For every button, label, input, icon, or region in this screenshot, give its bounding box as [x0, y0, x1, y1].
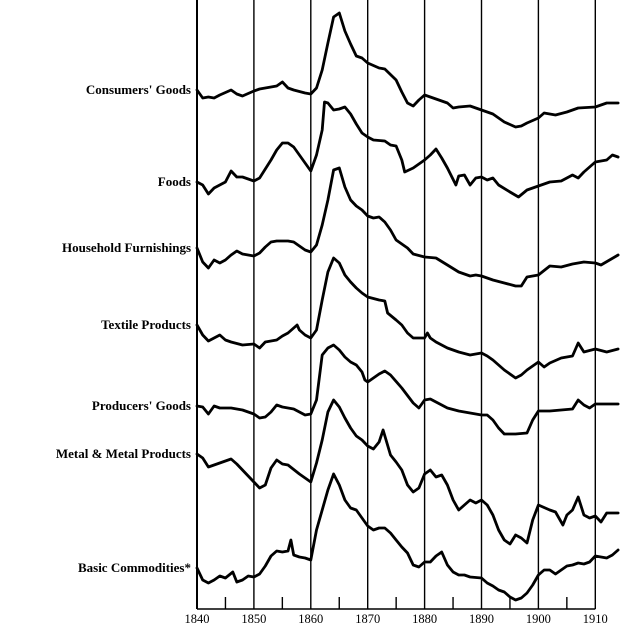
series-lines [195, 11, 620, 602]
series-label: Consumers' Goods [86, 82, 191, 97]
x-tick-label: 1870 [355, 612, 380, 626]
grid-lines [196, 0, 596, 610]
series-line [195, 343, 620, 436]
x-axis-tick-labels: 1840 1850 1860 1870 1880 1890 1900 1910 [185, 612, 608, 626]
series-label: Household Furnishings [62, 240, 191, 255]
x-tick-label: 1880 [412, 612, 437, 626]
series-labels: Consumers' Goods Foods Household Furnishin… [56, 82, 191, 575]
series-line [195, 256, 620, 380]
x-tick-label: 1860 [298, 612, 323, 626]
series-label: Metal & Metal Products [56, 446, 191, 461]
series-line [195, 11, 620, 129]
series-label: Basic Commodities* [78, 560, 191, 575]
x-tick-label: 1910 [583, 612, 608, 626]
series-label: Foods [158, 174, 191, 189]
x-tick-label: 1840 [185, 612, 210, 626]
series-line [195, 100, 620, 199]
series-label: Producers' Goods [92, 398, 191, 413]
series-line [195, 472, 620, 602]
x-tick-label: 1890 [469, 612, 494, 626]
series-line [195, 166, 620, 288]
x-tick-label: 1850 [241, 612, 266, 626]
series-label: Textile Products [101, 317, 191, 332]
series-line [195, 398, 620, 546]
x-tick-label: 1900 [526, 612, 551, 626]
